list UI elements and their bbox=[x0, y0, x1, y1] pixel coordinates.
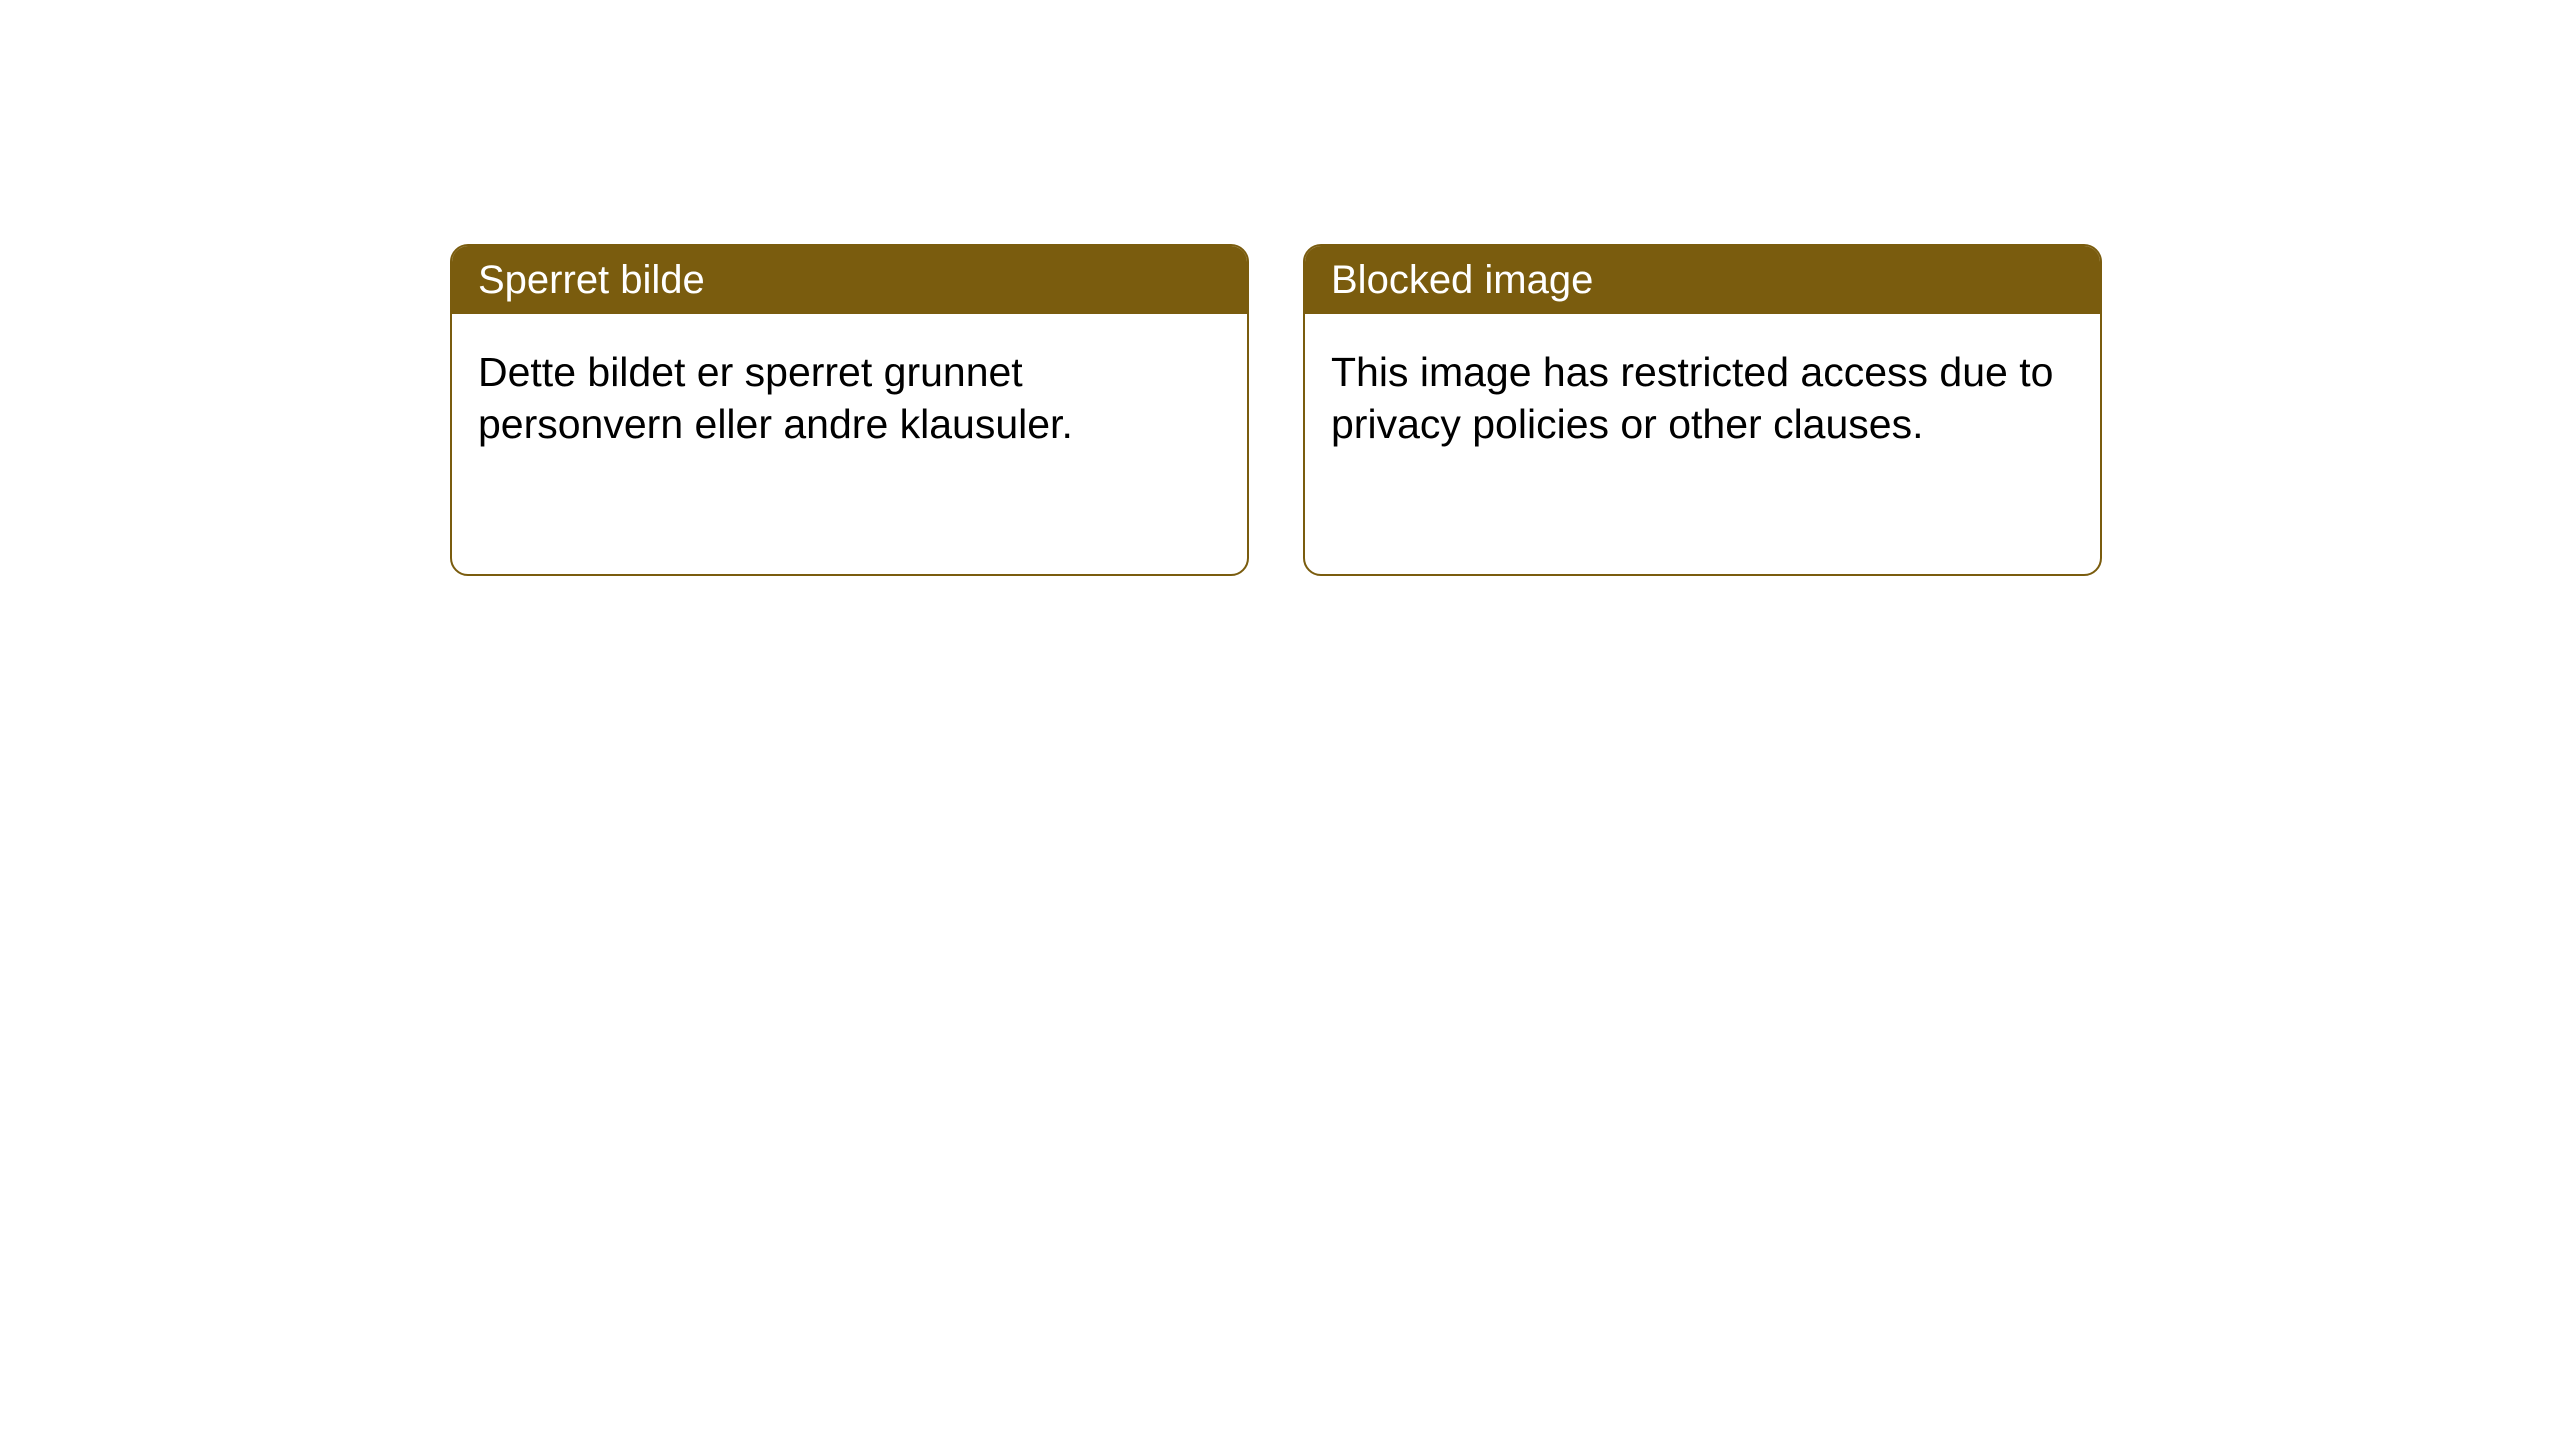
notice-header: Blocked image bbox=[1305, 246, 2100, 314]
notice-message: Dette bildet er sperret grunnet personve… bbox=[478, 349, 1073, 447]
notice-box-english: Blocked image This image has restricted … bbox=[1303, 244, 2102, 576]
notice-box-norwegian: Sperret bilde Dette bildet er sperret gr… bbox=[450, 244, 1249, 576]
notice-header: Sperret bilde bbox=[452, 246, 1247, 314]
notice-title: Blocked image bbox=[1331, 258, 1593, 302]
notice-body: Dette bildet er sperret grunnet personve… bbox=[452, 314, 1247, 483]
notice-container: Sperret bilde Dette bildet er sperret gr… bbox=[450, 244, 2102, 576]
notice-title: Sperret bilde bbox=[478, 258, 705, 302]
notice-body: This image has restricted access due to … bbox=[1305, 314, 2100, 483]
notice-message: This image has restricted access due to … bbox=[1331, 349, 2053, 447]
